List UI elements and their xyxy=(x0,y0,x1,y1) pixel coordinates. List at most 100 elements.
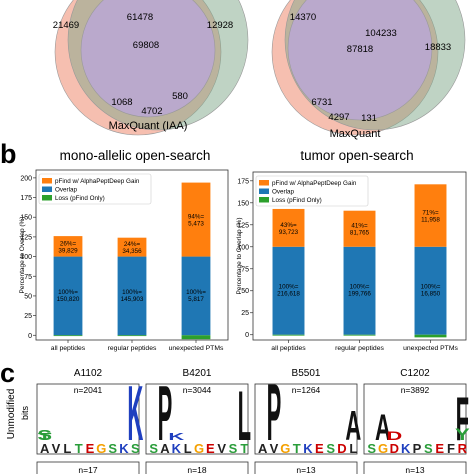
venn-left-region-7: 580 xyxy=(172,91,188,102)
logo-residue: Y xyxy=(455,426,470,445)
overlap-data-label: 100%= xyxy=(122,289,142,296)
venn-left-region-5: 1068 xyxy=(111,97,132,108)
venn-left-circle-3 xyxy=(80,0,216,118)
logo-residue: P xyxy=(267,366,282,457)
logo-frame xyxy=(145,383,249,455)
legend-swatch xyxy=(259,188,269,194)
legend-label: Overlap xyxy=(272,189,295,196)
logo-residue: S xyxy=(367,441,376,456)
bar-overlap xyxy=(181,256,211,336)
logo-residue: K xyxy=(172,441,182,456)
logo-n-top: n=3892 xyxy=(401,385,430,395)
x-tick-label: all peptides xyxy=(51,345,86,352)
logo-n-top: n=2041 xyxy=(74,385,103,395)
logo-residue: E xyxy=(206,441,215,456)
bar-overlap xyxy=(414,246,447,335)
bar-chart-tumor: tumor open-search Percentage to Overlap (… xyxy=(236,148,467,352)
y-tick-label: 50 xyxy=(241,288,249,295)
overlap-data-label: 145,903 xyxy=(121,296,144,303)
legend-label: pFind w/ AlphaPeptDeep Gain xyxy=(272,180,357,187)
gain-data-label: 34,356 xyxy=(122,248,142,255)
legend-swatch xyxy=(42,195,52,201)
logo-frame xyxy=(36,383,140,455)
y-tick-label: 100 xyxy=(20,254,32,261)
x-tick-label: regular peptides xyxy=(335,345,384,352)
bar-loss xyxy=(272,334,305,336)
logo-residue: L xyxy=(349,441,357,456)
y-tick-label: 175 xyxy=(237,178,249,185)
logo-residue: K xyxy=(127,371,143,458)
logo-residue: A xyxy=(160,441,170,456)
bar-overlap xyxy=(343,246,376,335)
logo-n-top: n=1264 xyxy=(292,385,321,395)
legend-swatch xyxy=(259,197,269,203)
logo-residue: K xyxy=(119,441,129,456)
logo-residue: K xyxy=(401,441,411,456)
overlap-data-label: 199,766 xyxy=(348,291,371,298)
x-tick-label: all peptides xyxy=(271,345,306,352)
venn-left: 21469 61478 12928 69808 1068 4702 580 Ma… xyxy=(53,0,249,136)
logo-residue: S xyxy=(108,441,117,456)
overlap-data-label: 100%= xyxy=(186,289,206,296)
logo-residue: F xyxy=(447,441,455,456)
bar-loss xyxy=(343,334,376,336)
logo-residue: V xyxy=(270,441,279,456)
logo-residue: S xyxy=(37,427,52,444)
logo-frame-bottom xyxy=(145,461,249,474)
overlap-data-label: 150,820 xyxy=(57,296,80,303)
logo-residue: E xyxy=(86,441,95,456)
logo-residue: K xyxy=(303,441,313,456)
logo-residue: E xyxy=(435,441,444,456)
gain-data-label: 93,723 xyxy=(279,229,299,236)
logo-residue: R xyxy=(458,441,468,456)
gain-data-label: 41%= xyxy=(351,223,368,230)
bar-overlap xyxy=(272,246,305,335)
venn-left-region-1: 21469 xyxy=(53,20,79,31)
venn-left-region-6: 4702 xyxy=(141,106,162,117)
y-tick-label: 0 xyxy=(245,332,249,339)
gain-data-label: 94%= xyxy=(188,214,205,221)
venn-right: 14370 104233 18833 87818 6731 4297 131 M… xyxy=(271,0,466,140)
venn-right-circle-3 xyxy=(287,0,433,121)
logo-residue: T xyxy=(38,431,52,442)
legend-label: Loss (pFind Only) xyxy=(55,195,105,202)
panel-letter-b: b xyxy=(0,139,17,169)
logo-residue: S xyxy=(424,441,433,456)
logo-n-bottom: n=18 xyxy=(187,465,206,474)
logo-residue: S xyxy=(131,441,140,456)
logo-residue: L xyxy=(238,378,251,456)
bar-gain xyxy=(343,210,376,247)
allele-name: B5501 xyxy=(292,368,321,379)
gain-data-label: 71%= xyxy=(422,210,439,217)
logo-residue: E xyxy=(315,441,324,456)
logo-residue: S xyxy=(326,441,335,456)
x-tick-label: unexpected PTMs xyxy=(403,345,458,352)
y-tick-label: 25 xyxy=(241,310,249,317)
x-tick-label: unexpected PTMs xyxy=(169,345,224,352)
overlap-data-label: 216,618 xyxy=(277,291,300,298)
y-tick-label: 0 xyxy=(28,333,32,340)
logo-ylabel-unmodified: Unmodified xyxy=(6,389,17,440)
panel-letter-c: c xyxy=(0,358,15,388)
logo-residue: P xyxy=(158,371,173,458)
gain-data-label: 39,829 xyxy=(58,247,78,254)
logo-frame-bottom xyxy=(36,461,140,474)
y-axis-label: Percentage to Overlap (%) xyxy=(236,218,243,295)
y-tick-label: 75 xyxy=(241,266,249,273)
venn-left-region-4: 69808 xyxy=(133,40,159,51)
allele-name: A1102 xyxy=(74,368,103,379)
logo-residue: L xyxy=(184,441,192,456)
logo-residue: P xyxy=(413,441,422,456)
logo-residue: D xyxy=(337,441,346,456)
logo-residue: L xyxy=(63,441,71,456)
logo-frame-bottom xyxy=(254,461,358,474)
venn-right-region-3: 18833 xyxy=(425,42,451,53)
logo-residue: T xyxy=(293,441,301,456)
logo-residue: G xyxy=(194,441,204,456)
logo-residue: K xyxy=(168,431,185,442)
overlap-data-label: 16,850 xyxy=(421,291,441,298)
legend-box xyxy=(38,173,152,205)
y-tick-label: 175 xyxy=(20,195,32,202)
